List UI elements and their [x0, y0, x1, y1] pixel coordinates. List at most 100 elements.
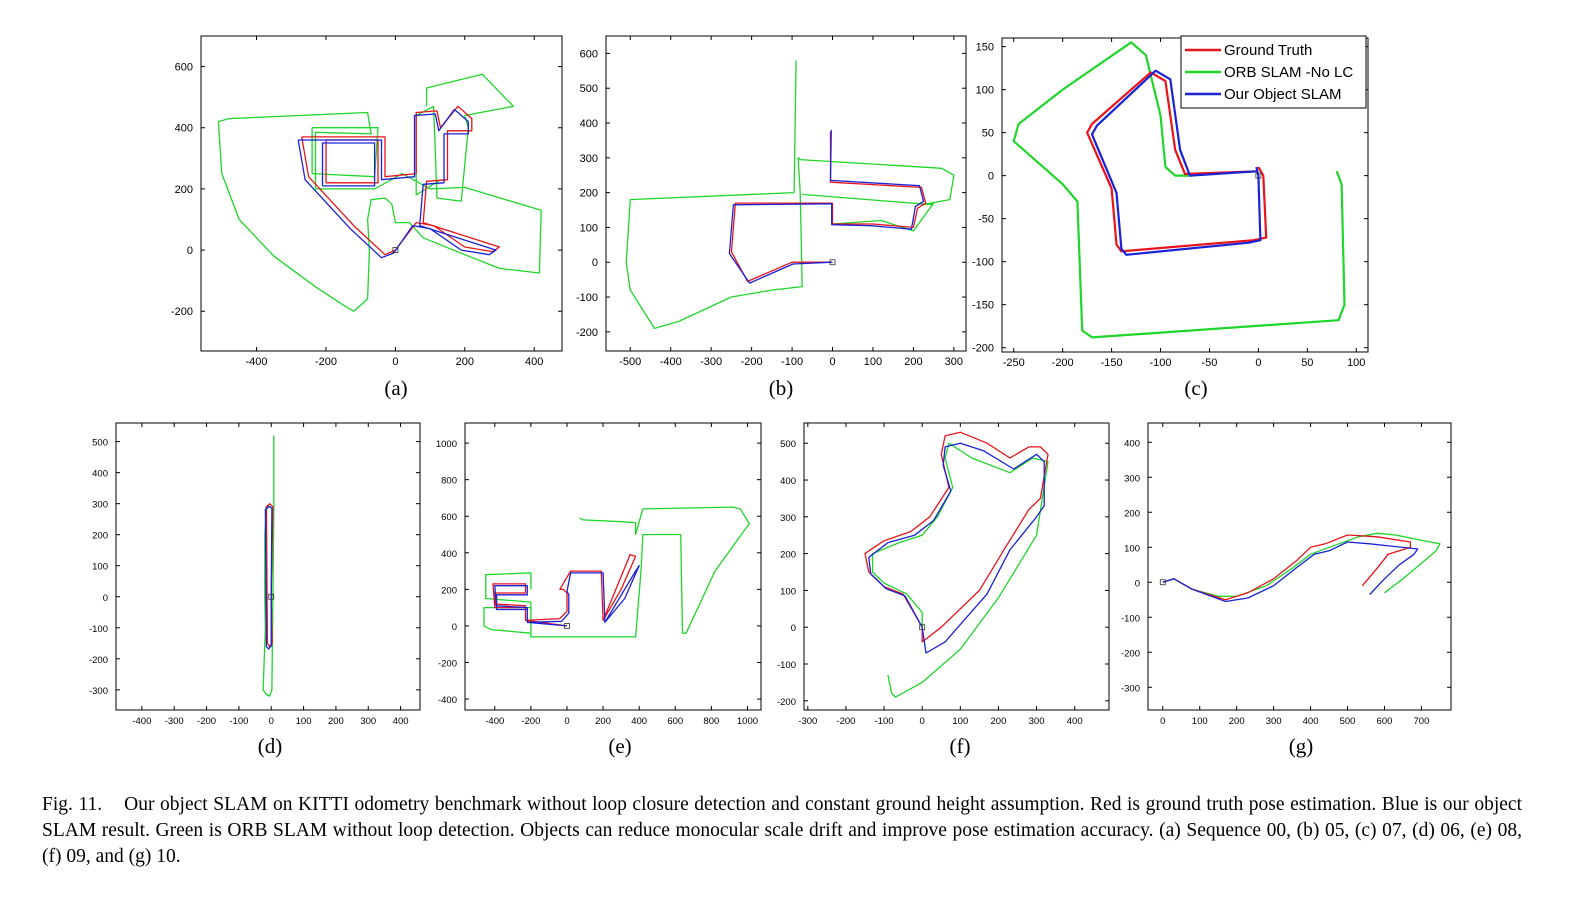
plot-b: -500 -400 -300 -200 -100 0 100 200 300 -200 -100 0 1… [548, 30, 968, 368]
x-tick-label: -300 [165, 716, 184, 727]
trajectory-group [625, 60, 955, 330]
x-tick-label: 200 [328, 716, 344, 727]
y-tick-label: 0 [1135, 578, 1140, 589]
y-tick-label: 300 [92, 500, 108, 511]
trajectory-orb [1162, 532, 1441, 597]
y-tick-label: 100 [1124, 543, 1140, 554]
y-tick-label: 200 [92, 531, 108, 542]
x-tick-label: 100 [1347, 357, 1365, 369]
plot-frame [1147, 422, 1452, 711]
trajectory-ours [728, 129, 925, 284]
start-marker [268, 593, 275, 600]
trajectory-group [1012, 41, 1346, 339]
trajectory-group [483, 506, 750, 638]
plot-g-svg: 0 100 200 300 400 500 600 700 -300 -200 -100 0 100 20… [1121, 422, 1452, 727]
trajectory-orb [625, 60, 955, 330]
x-tick-label: -200 [836, 716, 855, 727]
x-tick-label: 0 [269, 716, 274, 727]
trajectory-orb [1012, 41, 1346, 339]
y-tick-label: -200 [89, 655, 108, 666]
y-tick-label: -100 [576, 292, 598, 304]
trajectory-ground-truth [301, 105, 501, 256]
x-tick-label: 200 [1229, 716, 1245, 727]
y-tick-label: 100 [580, 222, 598, 234]
y-tick-label: 300 [1124, 473, 1140, 484]
x-tick-label: -500 [619, 356, 641, 368]
legend-label: ORB SLAM -No LC [1224, 64, 1353, 81]
x-tick-label: -100 [229, 716, 248, 727]
y-tick-label: 800 [441, 476, 457, 487]
x-tick-label: 300 [1029, 716, 1045, 727]
y-tick-label: 600 [441, 512, 457, 523]
plot-f-svg: -300 -200 -100 0 100 200 300 400-200-1000100200… [777, 422, 1110, 727]
x-tick-label: 700 [1414, 716, 1430, 727]
y-tick-label: 1000 [436, 439, 457, 450]
y-tick-label: 0 [988, 171, 994, 183]
x-tick-label: -100 [875, 716, 894, 727]
label-e: (e) [608, 734, 632, 758]
plot-frame [115, 422, 421, 711]
label-c: (c) [1184, 376, 1208, 400]
y-tick-label: 100 [780, 586, 796, 597]
label-d: (d) [257, 734, 283, 758]
y-tick-label: 0 [592, 257, 598, 269]
start-marker [1255, 172, 1262, 179]
y-tick-label: 50 [982, 128, 994, 140]
x-tick-label: -200 [197, 716, 216, 727]
y-tick-label: 300 [580, 153, 598, 165]
y-tick-label: 0 [452, 622, 457, 633]
x-tick-label: -50 [1202, 357, 1218, 369]
x-tick-label: -400 [246, 356, 268, 368]
y-tick-label: 200 [175, 184, 193, 196]
caption-label: Fig. 11. [42, 794, 103, 815]
caption-text: Our object SLAM on KITTI odometry benchm… [42, 794, 1523, 867]
x-tick-label: -400 [485, 716, 504, 727]
y-tick-label: -300 [89, 686, 108, 697]
x-tick-label: 300 [1266, 716, 1282, 727]
x-tick-label: 300 [945, 356, 963, 368]
plot-c-svg: -250 -200 -150 -100 -50 0 50 100 -200 -150 -100 -50… [972, 35, 1369, 369]
plot-c: -250 -200 -150 -100 -50 0 50 100 -200 -150 -100 -50… [950, 30, 1370, 369]
x-tick-label: 400 [631, 716, 647, 727]
x-tick-label: -100 [781, 356, 803, 368]
y-tick-label: 400 [780, 476, 796, 487]
x-tick-label: -400 [132, 716, 151, 727]
y-tick-label: 500 [580, 83, 598, 95]
y-tick-label: 400 [175, 123, 193, 135]
y-tick-label: -50 [978, 214, 994, 226]
plot-e-svg: -400 -200 0 200 400 600 800 1000 -400 -200 0 200 400… [436, 422, 762, 727]
x-tick-label: -100 [1150, 357, 1172, 369]
y-tick-label: 400 [441, 549, 457, 560]
trajectory-ours [321, 142, 376, 187]
y-tick-label: -200 [777, 697, 796, 708]
plot-a-svg: -400 -200 0 200 400 -200 0 200 400 600 [171, 35, 563, 368]
x-tick-label: 0 [1255, 357, 1261, 369]
y-tick-label: -100 [777, 660, 796, 671]
plot-b-svg: -500 -400 -300 -200 -100 0 100 200 300 -200 -100 0 1… [576, 35, 967, 368]
y-tick-label: 200 [441, 585, 457, 596]
x-tick-label: -300 [798, 716, 817, 727]
trajectory-ours [494, 564, 640, 627]
y-tick-label: -200 [576, 327, 598, 339]
x-tick-label: 100 [296, 716, 312, 727]
x-tick-label: 100 [952, 716, 968, 727]
y-tick-label: -200 [1121, 648, 1140, 659]
x-tick-label: -400 [660, 356, 682, 368]
plot-g: 0 100 200 300 400 500 600 700 -300 -200 -100 0 100 20… [1108, 415, 1458, 730]
plot-a: -400 -200 0 200 400 -200 0 200 400 600 [148, 30, 568, 368]
start-marker [392, 247, 399, 253]
x-tick-label: 200 [595, 716, 611, 727]
y-tick-label: -150 [972, 300, 994, 312]
y-tick-label: 400 [580, 118, 598, 130]
x-tick-label: 0 [564, 716, 569, 727]
y-tick-label: 500 [92, 438, 108, 449]
y-tick-label: -100 [1121, 613, 1140, 624]
y-tick-label: 300 [780, 513, 796, 524]
y-tick-label: 0 [791, 623, 796, 634]
x-tick-label: -250 [1003, 357, 1025, 369]
plot-frame [605, 35, 967, 352]
x-tick-label: 600 [667, 716, 683, 727]
x-tick-label: 800 [703, 716, 719, 727]
label-b: (b) [768, 376, 794, 400]
trajectory-group [217, 73, 542, 312]
